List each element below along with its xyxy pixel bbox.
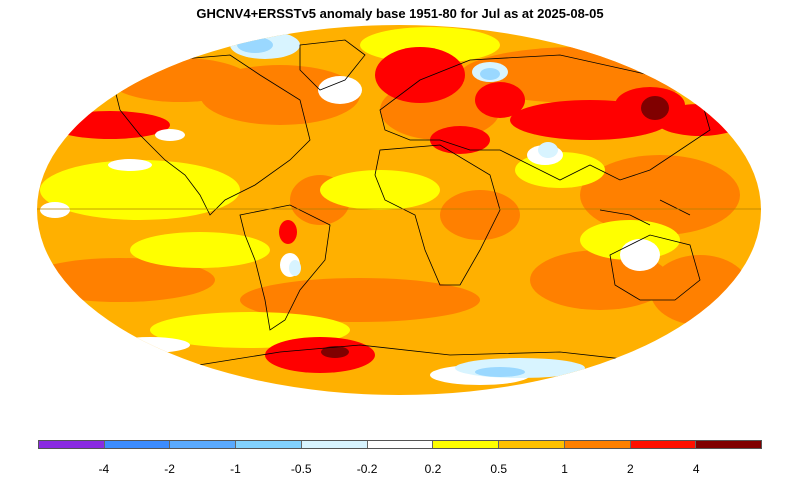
south-america-coast: [239, 204, 331, 331]
legend-tick-labels: -4 -2 -1 -0.5 -0.2 0.2 0.5 1 2 4: [0, 462, 800, 478]
legend-swatch: [39, 441, 105, 448]
legend-swatch: [367, 441, 434, 448]
very-hot-regions: [321, 96, 669, 358]
legend-swatch: [170, 441, 237, 448]
legend-tick-label: 4: [692, 462, 700, 476]
legend-tick-label: 0.2: [424, 462, 442, 476]
legend-swatch: [696, 441, 762, 448]
legend-swatch: [301, 441, 368, 448]
legend-swatch: [499, 441, 565, 448]
legend-swatch: [630, 441, 697, 448]
legend-tick-label: -0.2: [356, 462, 378, 476]
legend-swatch: [564, 441, 631, 448]
legend-tick-label: -1: [230, 462, 241, 476]
north-america-coast: [109, 54, 311, 216]
map-title: GHCNV4+ERSSTv5 anomaly base 1951-80 for …: [196, 6, 604, 21]
europe-asia-coast: [379, 54, 711, 181]
greenland-coast: [299, 39, 366, 91]
legend-swatch: [104, 441, 171, 448]
color-scale-legend: [38, 440, 762, 449]
legend-tick-label: 1: [561, 462, 568, 476]
legend-tick-label: 0.5: [490, 462, 508, 476]
legend-tick-label: -4: [98, 462, 110, 476]
hot-regions: [50, 47, 745, 373]
legend-tick-label: 2: [627, 462, 634, 476]
anomaly-field: [37, 25, 761, 395]
legend-tick-label: -0.5: [290, 462, 312, 476]
mild-regions: [40, 27, 680, 348]
africa-coast: [374, 144, 501, 286]
australia-coast: [609, 234, 701, 301]
indonesia-coast: [599, 199, 691, 226]
legend-swatch: [433, 441, 500, 448]
legend-tick-label: -2: [164, 462, 175, 476]
legend-swatch: [236, 441, 302, 448]
